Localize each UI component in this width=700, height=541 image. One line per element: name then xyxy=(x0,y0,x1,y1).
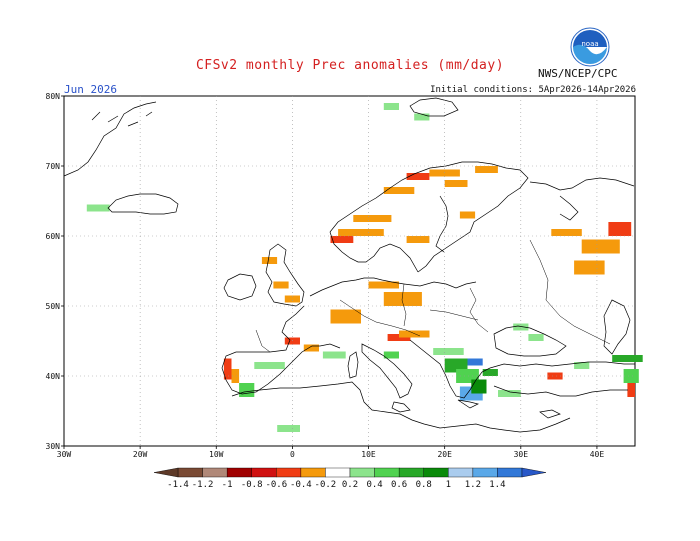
colorbar-label: -1.2 xyxy=(192,480,214,490)
anomaly-cell xyxy=(261,257,278,264)
anomaly-cell xyxy=(612,355,643,362)
anomaly-cell xyxy=(399,330,430,338)
anomaly-cell xyxy=(284,295,300,303)
anomaly-cell xyxy=(353,215,392,222)
lat-label: 50N xyxy=(46,302,61,311)
lat-label: 70N xyxy=(46,162,61,171)
lon-label: 20W xyxy=(133,450,148,459)
lat-label: 30N xyxy=(46,442,61,451)
anomaly-cell xyxy=(303,344,319,352)
coastlines xyxy=(63,97,635,433)
lat-label: 60N xyxy=(46,232,61,241)
lon-label: 30W xyxy=(57,450,72,459)
anomaly-cell xyxy=(406,173,430,180)
anomaly-cell xyxy=(223,358,232,380)
anomaly-cell xyxy=(330,236,354,243)
anomaly-cell xyxy=(551,229,582,236)
colorbar-swatch xyxy=(276,467,302,478)
map-title: CFSv2 monthly Prec anomalies (mm/day) xyxy=(195,58,505,73)
colorbar: -1.4 -1.2 -1 -0.8 -0.6 -0.4 -0.2 0.2 0.4 0.6 0.8 1 1… xyxy=(153,467,547,490)
noaa-logo-icon: noaa xyxy=(570,27,610,67)
anomaly-cell xyxy=(406,236,430,243)
colorbar-label: 0.8 xyxy=(416,480,432,490)
anomaly-cell xyxy=(433,348,464,355)
colorbar-swatch xyxy=(177,467,203,478)
anomaly-cell xyxy=(574,260,605,275)
colorbar-label: 0.6 xyxy=(391,480,407,490)
anomaly-cell xyxy=(459,211,476,219)
lon-label: 20E xyxy=(437,450,452,459)
anomaly-cell xyxy=(383,351,399,359)
lon-label: 10W xyxy=(209,450,224,459)
initial-conditions: Initial conditions: 5Apr2026-14Apr2026 xyxy=(430,85,636,95)
colorbar-label: 0.2 xyxy=(342,480,358,490)
lon-label: 0 xyxy=(290,450,295,459)
colorbar-swatch xyxy=(374,467,400,478)
lon-label: 40E xyxy=(590,450,605,459)
colorbar-high-arrow xyxy=(521,467,547,478)
colorbar-swatch xyxy=(349,467,375,478)
anomaly-cell xyxy=(581,239,620,254)
colorbar-label: -0.4 xyxy=(290,480,312,490)
anomaly-cell xyxy=(231,369,240,383)
anomaly-cell xyxy=(86,204,110,212)
anomaly-cell xyxy=(623,369,639,383)
lon-label: 30E xyxy=(514,450,529,459)
colorbar-label: 1.2 xyxy=(465,480,481,490)
anomaly-cell xyxy=(547,372,563,380)
lat-label: 40N xyxy=(46,372,61,381)
anomaly-cell xyxy=(322,351,346,359)
svg-text:noaa: noaa xyxy=(581,40,598,48)
colorbar-swatch xyxy=(226,467,252,478)
anomaly-cell xyxy=(383,187,415,194)
colorbar-swatch xyxy=(398,467,424,478)
anomaly-cell xyxy=(482,369,498,376)
forecast-month: Jun 2026 xyxy=(64,83,117,96)
colorbar-label: -1 xyxy=(222,480,233,490)
org-label: NWS/NCEP/CPC xyxy=(538,67,618,80)
lat-label: 80N xyxy=(46,92,61,101)
anomaly-cell xyxy=(368,281,399,289)
map-frame xyxy=(63,95,636,447)
colorbar-label: -0.6 xyxy=(265,480,287,490)
anomaly-cell xyxy=(273,281,289,289)
anomaly-cell xyxy=(444,180,468,187)
colorbar-swatch xyxy=(423,467,449,478)
colorbar-swatch xyxy=(202,467,228,478)
colorbar-swatch xyxy=(472,467,498,478)
anomaly-cell xyxy=(475,166,498,173)
colorbar-swatch xyxy=(325,467,351,478)
colorbar-swatch xyxy=(300,467,326,478)
colorbar-swatch xyxy=(448,467,474,478)
colorbar-swatch xyxy=(497,467,523,478)
anomaly-cell xyxy=(254,362,285,369)
anomaly-cell xyxy=(498,390,521,397)
anomaly-cell xyxy=(330,309,361,324)
anomaly-cell xyxy=(239,383,255,397)
colorbar-label: 1 xyxy=(446,480,451,490)
anomaly-cell xyxy=(338,229,384,236)
colorbar-label: 1.4 xyxy=(489,480,505,490)
colorbar-label: -0.8 xyxy=(241,480,263,490)
anomaly-cell xyxy=(277,425,300,432)
anomaly-cell xyxy=(627,383,635,397)
anomaly-cell xyxy=(528,334,544,341)
colorbar-label: -1.4 xyxy=(167,480,189,490)
lon-label: 10E xyxy=(361,450,376,459)
colorbar-label: 0.4 xyxy=(366,480,382,490)
anomaly-cell xyxy=(383,103,399,110)
colorbar-label: -0.2 xyxy=(315,480,337,490)
anomaly-cell xyxy=(414,113,430,121)
colorbar-low-arrow xyxy=(153,467,179,478)
anomaly-cell xyxy=(608,222,632,236)
anomaly-cell xyxy=(383,292,422,306)
anomaly-cell xyxy=(467,358,483,366)
anomaly-cell xyxy=(471,379,487,394)
colorbar-swatch xyxy=(251,467,277,478)
anomaly-cell xyxy=(513,323,529,331)
anomaly-cell xyxy=(574,362,590,369)
